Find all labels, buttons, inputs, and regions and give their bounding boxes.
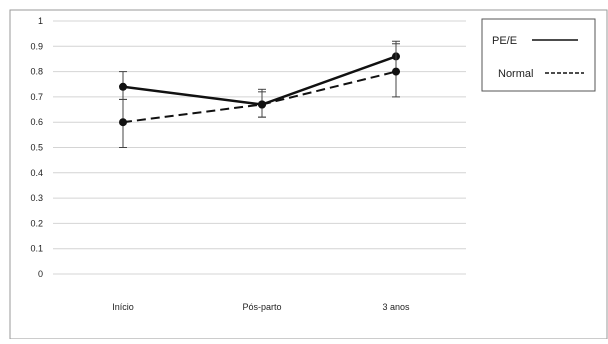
data-point-1-0 xyxy=(119,118,127,127)
y-tick-label-0: 0 xyxy=(38,269,43,279)
x-tick-label-0: Início xyxy=(112,302,134,312)
data-point-0-0 xyxy=(119,82,127,91)
y-tick-label-7: 0.7 xyxy=(30,92,43,102)
legend-label-pe-e: PE/E xyxy=(492,35,517,47)
y-tick-label-2: 0.2 xyxy=(30,218,43,228)
y-tick-label-1: 0.1 xyxy=(30,244,43,254)
y-tick-label-8: 0.8 xyxy=(30,67,43,77)
y-tick-label-6: 0.6 xyxy=(30,117,43,127)
y-tick-label-9: 0.9 xyxy=(30,41,43,51)
y-tick-label-10: 1 xyxy=(38,16,43,26)
y-tick-label-4: 0.4 xyxy=(30,168,43,178)
series-group xyxy=(119,40,400,148)
x-tick-label-2: 3 anos xyxy=(382,302,410,312)
y-tick-label-3: 0.3 xyxy=(30,193,43,203)
legend-box xyxy=(481,18,596,92)
data-point-1-1 xyxy=(258,100,266,109)
y-axis-ticks: 0 0.1 0.2 0.3 0.4 0.5 0.6 0.7 0.8 0.9 1 xyxy=(30,16,43,279)
series-1 xyxy=(119,43,400,148)
data-point-1-2 xyxy=(392,67,400,76)
x-axis-ticks: Início Pós-parto 3 anos xyxy=(112,302,410,312)
legend-label-normal: Normal xyxy=(498,68,533,80)
y-tick-label-5: 0.5 xyxy=(30,143,43,153)
x-tick-label-1: Pós-parto xyxy=(242,302,281,312)
legend: PE/E Normal xyxy=(481,18,596,92)
